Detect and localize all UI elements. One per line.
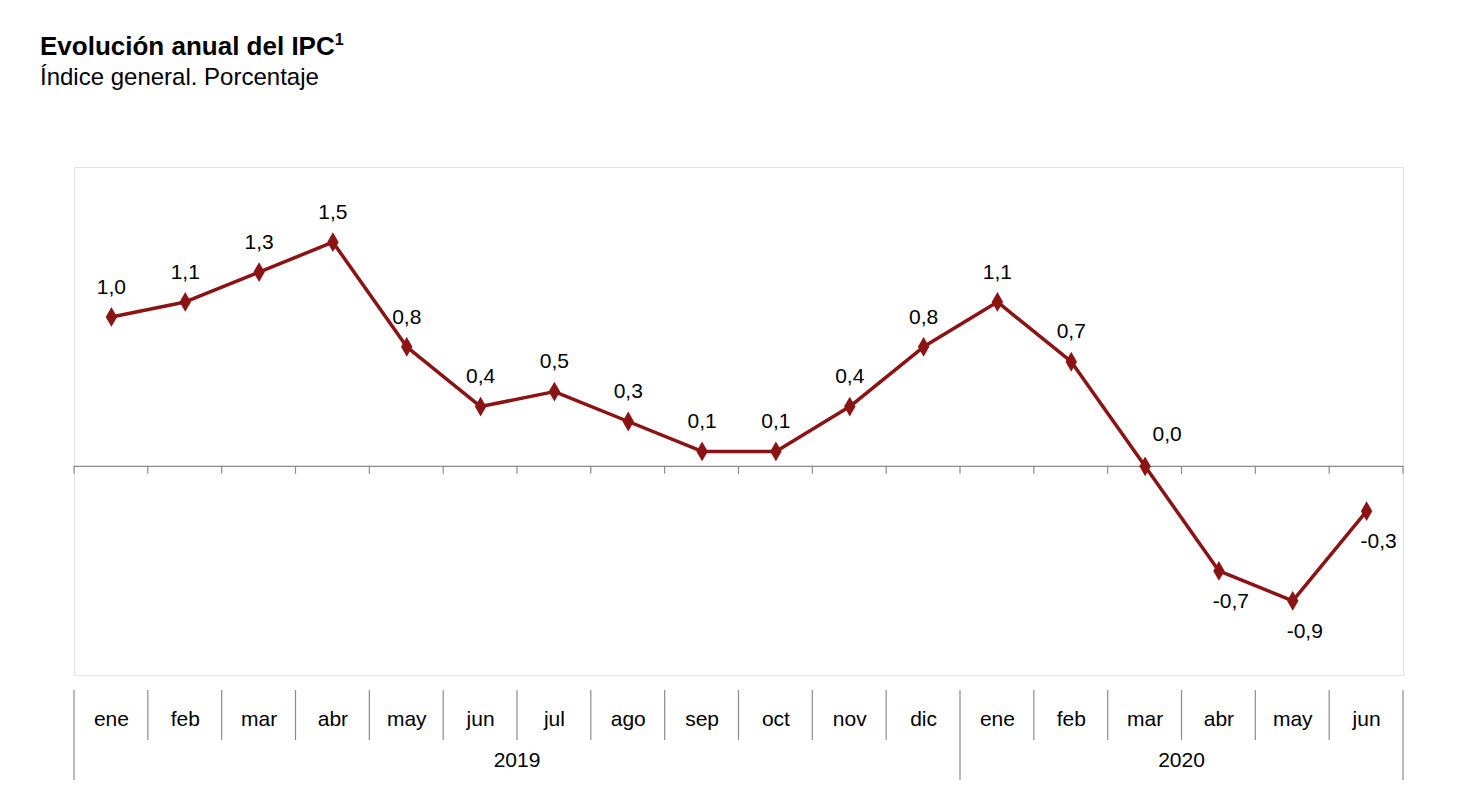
svg-text:feb: feb: [171, 707, 200, 730]
svg-text:mar: mar: [1127, 707, 1163, 730]
svg-text:ago: ago: [611, 707, 646, 730]
svg-text:mar: mar: [241, 707, 277, 730]
svg-text:jul: jul: [543, 707, 565, 730]
svg-text:0,4: 0,4: [466, 364, 496, 387]
svg-text:abr: abr: [318, 707, 348, 730]
svg-text:may: may: [1273, 707, 1313, 730]
html-text:Índice general. Porcentaje: Índice general. Porcentaje: [40, 63, 319, 90]
svg-text:0,5: 0,5: [540, 349, 569, 372]
svg-text:0,8: 0,8: [909, 305, 938, 328]
svg-text:0,1: 0,1: [687, 409, 716, 432]
svg-text:2019: 2019: [494, 748, 541, 771]
svg-text:1,5: 1,5: [318, 200, 347, 223]
svg-text:0,0: 0,0: [1152, 422, 1181, 445]
svg-text:may: may: [387, 707, 427, 730]
svg-text:ene: ene: [980, 707, 1015, 730]
svg-text:oct: oct: [762, 707, 790, 730]
svg-text:0,1: 0,1: [761, 409, 790, 432]
svg-text:0,3: 0,3: [614, 379, 643, 402]
svg-text:1,1: 1,1: [983, 260, 1012, 283]
svg-text:-0,9: -0,9: [1287, 619, 1323, 642]
svg-text:feb: feb: [1057, 707, 1086, 730]
svg-text:1,3: 1,3: [244, 230, 273, 253]
svg-text:ene: ene: [94, 707, 129, 730]
svg-text:2020: 2020: [1158, 748, 1205, 771]
svg-text:0,4: 0,4: [835, 364, 865, 387]
svg-text:sep: sep: [685, 707, 719, 730]
svg-text:-0,7: -0,7: [1213, 589, 1249, 612]
svg-text:0,7: 0,7: [1057, 319, 1086, 342]
svg-text:-0,3: -0,3: [1360, 529, 1396, 552]
svg-text:jun: jun: [1352, 707, 1381, 730]
html-text:Evolución anual del IPC1: Evolución anual del IPC1: [40, 31, 344, 61]
svg-text:jun: jun: [466, 707, 495, 730]
svg-text:nov: nov: [833, 707, 867, 730]
svg-text:1,1: 1,1: [171, 260, 200, 283]
svg-text:0,8: 0,8: [392, 305, 421, 328]
svg-text:abr: abr: [1204, 707, 1234, 730]
svg-text:1,0: 1,0: [97, 275, 126, 298]
svg-text:dic: dic: [910, 707, 937, 730]
